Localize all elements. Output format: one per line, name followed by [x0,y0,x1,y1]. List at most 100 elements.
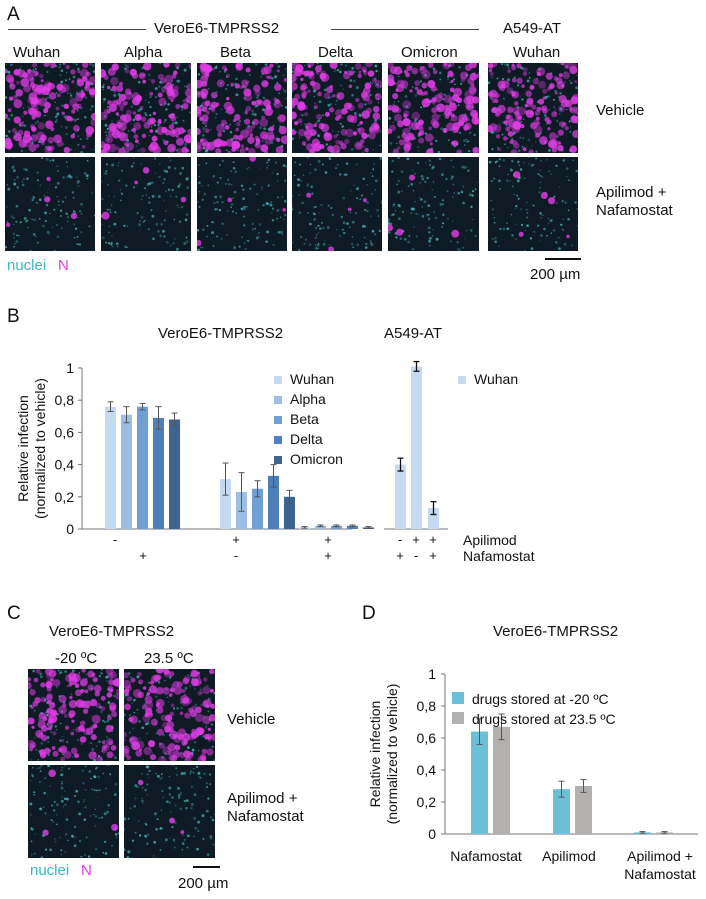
panel-a-row-label-vehicle: Vehicle [596,102,645,119]
panel-a-header-verotmprss2: VeroE6-TMPRSS2 [154,20,280,37]
panel-d-chart: 0 0,2 0,4 0,6 0,8 1 Relative infection(normali… [367,666,698,882]
panel-a-scalebar [545,258,581,260]
micrograph-treated [28,765,119,858]
panel-b-nafamostat-sign: + [324,548,332,563]
panel-b-bar-alpha [315,525,326,529]
panel-a-header-line-right [331,29,479,30]
panel-c-col-23-5: 23.5 ºC [144,650,194,667]
panel-c-row-drug-line1: Apilimod + [227,790,298,807]
panel-b-row-label-apilimod: Apilimod [463,532,517,548]
micrograph-vehicle [388,63,479,153]
panel-b-y-tick-label: 0,6 [55,424,75,440]
panel-b-apilimod-sign: + [324,532,332,547]
panel-b-apilimod-sign: - [113,532,117,547]
panel-b-legend-swatch [274,396,282,404]
panel-b-right-apilimod-sign: + [429,532,437,547]
micrograph-vehicle [5,63,95,153]
panel-c-letter: C [7,603,21,624]
panel-b-legend-swatch [274,376,282,384]
micrograph-treated [101,157,191,251]
panel-b-apilimod-sign: + [232,532,240,547]
panel-a-row-label-drug-line1: Apilimod + [596,184,667,201]
panel-b-right-apilimod-sign: - [398,532,402,547]
panel-d-y-tick-label: 0,8 [417,698,437,714]
panel-d-legend-swatch [452,692,464,704]
panel-c-col-minus20: -20 ºC [55,650,98,667]
micrograph-vehicle [292,63,382,153]
panel-c-row-vehicle: Vehicle [227,711,276,728]
panel-d-bar-minus20 [471,731,488,834]
micrograph-vehicle [28,669,119,761]
panel-b-legend-label: Beta [290,411,319,427]
panel-b-right-apilimod-sign: + [412,532,420,547]
micrograph-treated [292,157,382,251]
panel-b-legend-swatch [274,416,282,424]
panel-b-bar-omicron [169,419,180,529]
panel-b-chart: 0 0,2 0,4 0,6 0,8 1 Relative infection(normali… [15,360,535,564]
panel-d-category-label: Apilimod [542,848,596,864]
panel-d-y-tick-label: 0,2 [417,794,437,810]
panel-a-letter: A [7,4,20,25]
panel-d-category-label-line2: Nafamostat [624,866,696,882]
panel-d-legend-label: drugs stored at 23.5 ºC [472,711,616,727]
panel-b-bar-delta [268,475,279,529]
panel-d-y-tick-label: 0,6 [417,730,437,746]
panel-b-right-nafamostat-sign: + [396,548,404,563]
panel-b-right-legend-swatch [458,376,466,384]
panel-b-bar-delta [347,525,358,529]
panel-a-col-label: Wuhan [513,44,561,61]
panel-d-bar-minus20 [553,789,570,834]
panel-d-bar-23-5 [575,786,592,834]
panel-b-y-tick-label: 0 [66,521,74,537]
panel-a-legend-nuclei: nuclei [7,257,47,274]
panel-c-scalebar-label: 200 µm [178,875,229,892]
panel-b-y-tick-label: 0,2 [55,489,75,505]
panel-b-bar-alpha [121,414,132,529]
panel-b-right-bar-wuhan [428,508,439,529]
panel-b-bar-wuhan [220,479,231,529]
panel-b-right-nafamostat-sign: + [429,548,437,563]
panel-b-legend-label: Omicron [290,451,343,467]
panel-b-bar-wuhan [105,406,116,529]
panel-d-y-tick-label: 0,4 [417,762,437,778]
panel-b-legend-label: Alpha [290,391,326,407]
panel-d-y-label: Relative infection(normalized to vehicle… [367,684,400,825]
panel-b-bar-beta [137,406,148,529]
panel-d-legend-swatch [452,712,464,724]
panel-b-title-left: VeroE6-TMPRSS2 [158,325,284,342]
panel-d-letter: D [362,603,376,624]
panel-a-col-label: Alpha [124,44,163,61]
panel-b-row-label-nafamostat: Nafamostat [463,548,535,564]
panel-b-legend-label: Delta [290,431,323,447]
panel-b-bar-beta [331,525,342,529]
panel-d-y-tick-label: 0 [428,826,436,842]
micrograph-vehicle [101,63,191,153]
panel-c-scalebar [193,866,220,868]
panel-b-y-label: Relative infection(normalized to vehicle… [15,378,48,519]
panel-c-row-drug-line2: Nafamostat [227,808,304,825]
panel-b-title-right: A549-AT [384,325,443,342]
panel-c-legend-n: N [81,862,92,879]
panel-b-bar-omicron [284,496,295,529]
panel-b-bar-delta [153,417,164,529]
micrograph-vehicle [197,63,287,153]
panel-c-title: VeroE6-TMPRSS2 [49,623,175,640]
panel-b-y-tick-label: 1 [66,360,74,376]
panel-a-header-line-left [8,29,146,30]
panel-b-letter: B [7,306,20,327]
panel-a-row-label-drug-line2: Nafamostat [596,202,673,219]
micrograph-treated [197,157,287,251]
micrograph-treated [5,157,95,251]
panel-c-legend-nuclei: nuclei [30,862,70,879]
panel-b-right-legend-label: Wuhan [474,371,518,387]
panel-a-col-label: Beta [220,44,251,61]
micrograph-treated [124,765,215,858]
panel-d-bar-23-5 [493,726,510,834]
panel-b-legend-swatch [274,436,282,444]
panel-a-legend-n: N [58,257,69,274]
panel-d-legend-label: drugs stored at -20 ºC [472,691,609,707]
micrograph-vehicle [488,63,578,153]
micrograph-vehicle [124,669,215,761]
micrograph-treated [488,157,578,251]
panel-b-y-tick-label: 0,4 [55,457,75,473]
